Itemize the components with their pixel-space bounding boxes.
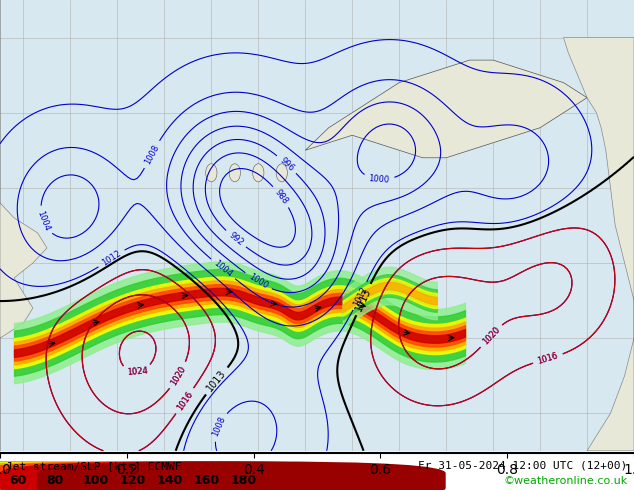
Text: 1013: 1013 — [354, 286, 373, 313]
FancyBboxPatch shape — [0, 462, 299, 490]
Circle shape — [229, 164, 240, 182]
Text: 988: 988 — [273, 188, 290, 206]
Text: 1020: 1020 — [481, 325, 501, 346]
Text: 996: 996 — [278, 155, 295, 173]
Text: 1008: 1008 — [210, 415, 227, 438]
FancyBboxPatch shape — [0, 462, 335, 490]
Text: 100: 100 — [83, 474, 109, 487]
Text: 60: 60 — [10, 474, 27, 487]
Text: 1024: 1024 — [126, 367, 148, 377]
Circle shape — [205, 164, 217, 182]
Text: 1020: 1020 — [169, 364, 188, 387]
Text: 1012: 1012 — [100, 249, 123, 268]
Text: 180: 180 — [230, 474, 256, 487]
Text: 1000: 1000 — [247, 272, 269, 291]
Polygon shape — [0, 0, 47, 451]
Text: 1020: 1020 — [169, 364, 188, 387]
Text: 1000: 1000 — [368, 174, 390, 185]
Polygon shape — [305, 60, 587, 158]
Text: 992: 992 — [227, 230, 245, 247]
Text: 1020: 1020 — [481, 325, 501, 346]
Text: Fr 31-05-2024 12:00 UTC (12+00): Fr 31-05-2024 12:00 UTC (12+00) — [418, 461, 628, 470]
Text: 1013: 1013 — [205, 368, 228, 393]
Text: 140: 140 — [157, 474, 183, 487]
Text: 160: 160 — [193, 474, 219, 487]
Text: Jet stream/SLP [kts] ECMWF: Jet stream/SLP [kts] ECMWF — [6, 461, 182, 470]
FancyBboxPatch shape — [0, 462, 225, 490]
Polygon shape — [564, 38, 634, 451]
Text: 120: 120 — [120, 474, 146, 487]
Text: 1016: 1016 — [175, 390, 195, 412]
Text: 1004: 1004 — [36, 209, 51, 232]
Text: 1016: 1016 — [536, 351, 559, 366]
Text: 1016: 1016 — [536, 351, 559, 366]
Text: 1016: 1016 — [175, 390, 195, 412]
Text: 1012: 1012 — [351, 285, 368, 307]
Text: ©weatheronline.co.uk: ©weatheronline.co.uk — [503, 476, 628, 486]
Text: 1024: 1024 — [126, 367, 148, 377]
FancyBboxPatch shape — [0, 462, 262, 490]
FancyBboxPatch shape — [0, 462, 409, 490]
Text: 1008: 1008 — [143, 143, 161, 166]
Circle shape — [253, 164, 264, 182]
FancyBboxPatch shape — [0, 462, 372, 490]
Text: 80: 80 — [46, 474, 63, 487]
Text: 1004: 1004 — [212, 259, 234, 279]
FancyBboxPatch shape — [37, 462, 446, 490]
Circle shape — [276, 164, 287, 182]
